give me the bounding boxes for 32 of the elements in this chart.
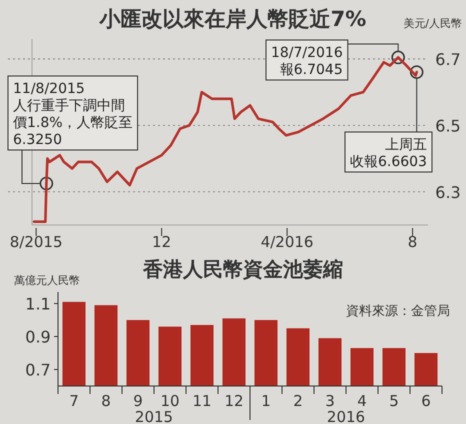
y-tick-label: 1.1 (25, 294, 51, 314)
x-tick-label: 11 (192, 392, 212, 410)
y-tick-label: 0.7 (25, 360, 51, 380)
annotation: 上周五收報6.6603 (350, 137, 427, 170)
x-tick-label: 12 (152, 233, 172, 251)
y-tick-label: 6.7 (435, 50, 461, 69)
x-tick-label: 2 (293, 392, 303, 410)
x-tick-label: 7 (69, 392, 79, 410)
x-tick-label: 4 (357, 392, 367, 410)
y-axis-title: 萬億元人民幣 (14, 274, 80, 287)
x-tick-label: 8 (101, 392, 111, 410)
y-tick-label: 6.5 (435, 116, 461, 136)
chart-title: 小匯改以來在岸人幣貶近7% (98, 7, 366, 31)
annotation: 11/8/2015 人行重手下調中間價1.8%，人幣貶至6.3250 (13, 81, 133, 148)
text: 2016 (326, 408, 366, 424)
x-tick-label: 12 (224, 392, 244, 410)
x-tick-label: 3 (325, 392, 335, 410)
x-tick-label: 10 (160, 392, 180, 410)
x-tick-label: 6 (421, 392, 431, 410)
x-tick-label: 8 (408, 233, 418, 251)
y-tick-label: 6.3 (435, 182, 461, 202)
x-tick-label: 9 (133, 392, 143, 410)
chart-title: 香港人民幣資金池萎縮 (142, 257, 343, 281)
x-tick-label: 1 (261, 392, 271, 410)
x-tick-label: 4/2016 (260, 233, 314, 251)
x-tick-label: 5 (389, 392, 399, 410)
x-tick-label: 8/2015 (10, 233, 63, 251)
annotation: 資料來源：金管局 (346, 304, 450, 319)
y-axis-title: 美元/人民幣 (403, 17, 462, 30)
text: 2015 (134, 408, 174, 424)
annotation: 18/7/2016 報6.7045 (270, 45, 343, 78)
y-tick-label: 0.9 (25, 328, 51, 347)
